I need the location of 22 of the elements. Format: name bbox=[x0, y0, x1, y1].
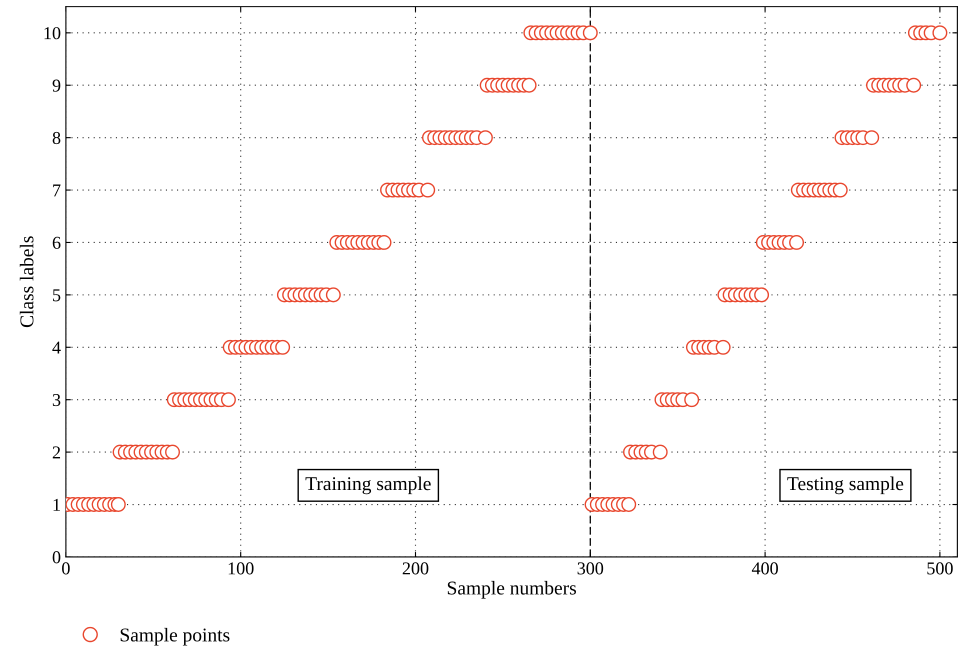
y-tick-label: 8 bbox=[52, 132, 60, 144]
y-axis-title: Class labels bbox=[20, 236, 34, 328]
x-axis-title: Sample numbers bbox=[448, 580, 576, 599]
x-tick-label: 100 bbox=[228, 562, 254, 574]
x-tick-label: 300 bbox=[578, 562, 604, 574]
y-tick-label: 5 bbox=[53, 289, 60, 302]
x-tick-label: 400 bbox=[752, 562, 778, 574]
x-tick-label: 200 bbox=[402, 562, 428, 574]
y-tick-label: 7 bbox=[53, 184, 61, 196]
x-tick-label: 0 bbox=[62, 562, 70, 574]
y-tick-label: 0 bbox=[52, 551, 60, 564]
annotation: Training sample bbox=[306, 476, 431, 494]
y-tick-label: 6 bbox=[52, 236, 60, 249]
y-tick-label: 2 bbox=[52, 446, 60, 458]
x-tick-label: 500 bbox=[927, 562, 953, 574]
y-tick-label: 3 bbox=[52, 394, 60, 406]
annotation: Testing sample bbox=[787, 476, 904, 494]
y-tick-label: 1 bbox=[54, 498, 60, 511]
legend-label: Sample points bbox=[120, 628, 230, 646]
y-tick-label: 9 bbox=[52, 80, 60, 92]
y-tick-label: 4 bbox=[52, 342, 61, 354]
y-tick-label: 10 bbox=[44, 27, 60, 40]
